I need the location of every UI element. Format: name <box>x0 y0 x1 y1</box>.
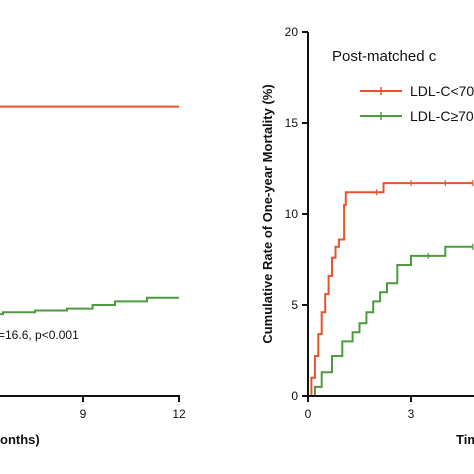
left-panel: 9 12 onths) =16.6, p<0.001 <box>0 105 186 447</box>
right-x-axis-label: Tim <box>456 432 474 447</box>
right-series-group <box>308 180 474 397</box>
left-x-tick-label-12: 12 <box>172 407 186 421</box>
right-y-tick-label-20: 20 <box>285 25 299 39</box>
left-annotation: =16.6, p<0.001 <box>0 328 79 342</box>
right-legend: LDL-C<70 LDL-C≥70 <box>360 83 474 124</box>
legend-label-ldl-ge70: LDL-C≥70 <box>410 108 474 124</box>
right-chart-title: Post-matched c <box>332 48 437 65</box>
right-x-tick-label-0: 0 <box>305 407 312 421</box>
right-series-line-1 <box>308 245 473 397</box>
left-series-group <box>0 105 179 316</box>
right-series-line-0 <box>308 182 473 397</box>
right-x-tick-label-3: 3 <box>408 407 415 421</box>
right-y-tick-label-5: 5 <box>291 298 298 312</box>
left-series-line-1 <box>0 296 179 316</box>
right-y-axis-label: Cumulative Rate of One-year Mortality (%… <box>260 84 275 343</box>
legend-label-ldl-lt70: LDL-C<70 <box>410 83 474 99</box>
right-y-tick-label-10: 10 <box>285 207 299 221</box>
left-x-axis-label: onths) <box>0 432 40 447</box>
right-y-tick-label-15: 15 <box>285 116 299 130</box>
left-x-tick-label-9: 9 <box>80 407 87 421</box>
right-y-tick-label-0: 0 <box>291 389 298 403</box>
right-y-ticks: 0 5 10 15 20 <box>285 25 308 403</box>
